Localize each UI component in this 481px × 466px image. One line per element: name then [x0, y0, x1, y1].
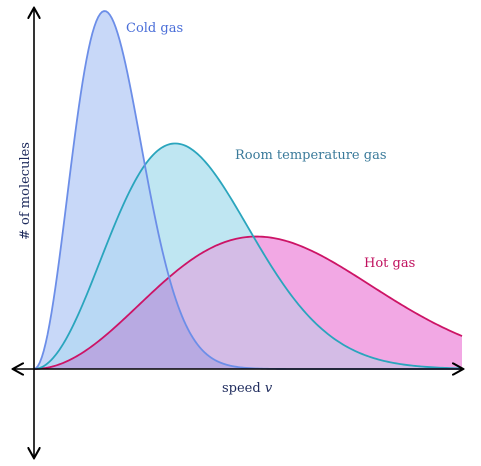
x-axis-title-text: speed	[222, 381, 265, 396]
labels: Cold gas Room temperature gas Hot gas sp…	[18, 21, 415, 396]
cold-gas-label: Cold gas	[126, 21, 183, 36]
area-fills	[34, 11, 462, 370]
hot-gas-line	[33, 235, 463, 370]
x-axis-title-variable: v	[265, 381, 273, 396]
x-axis-title: speed v	[222, 381, 273, 396]
y-axis-title: # of molecules	[18, 142, 33, 240]
room-temperature-gas-line	[33, 142, 463, 370]
hot-gas-label: Hot gas	[364, 256, 415, 271]
axes	[14, 9, 462, 457]
room-temperature-gas-label: Room temperature gas	[235, 148, 387, 163]
